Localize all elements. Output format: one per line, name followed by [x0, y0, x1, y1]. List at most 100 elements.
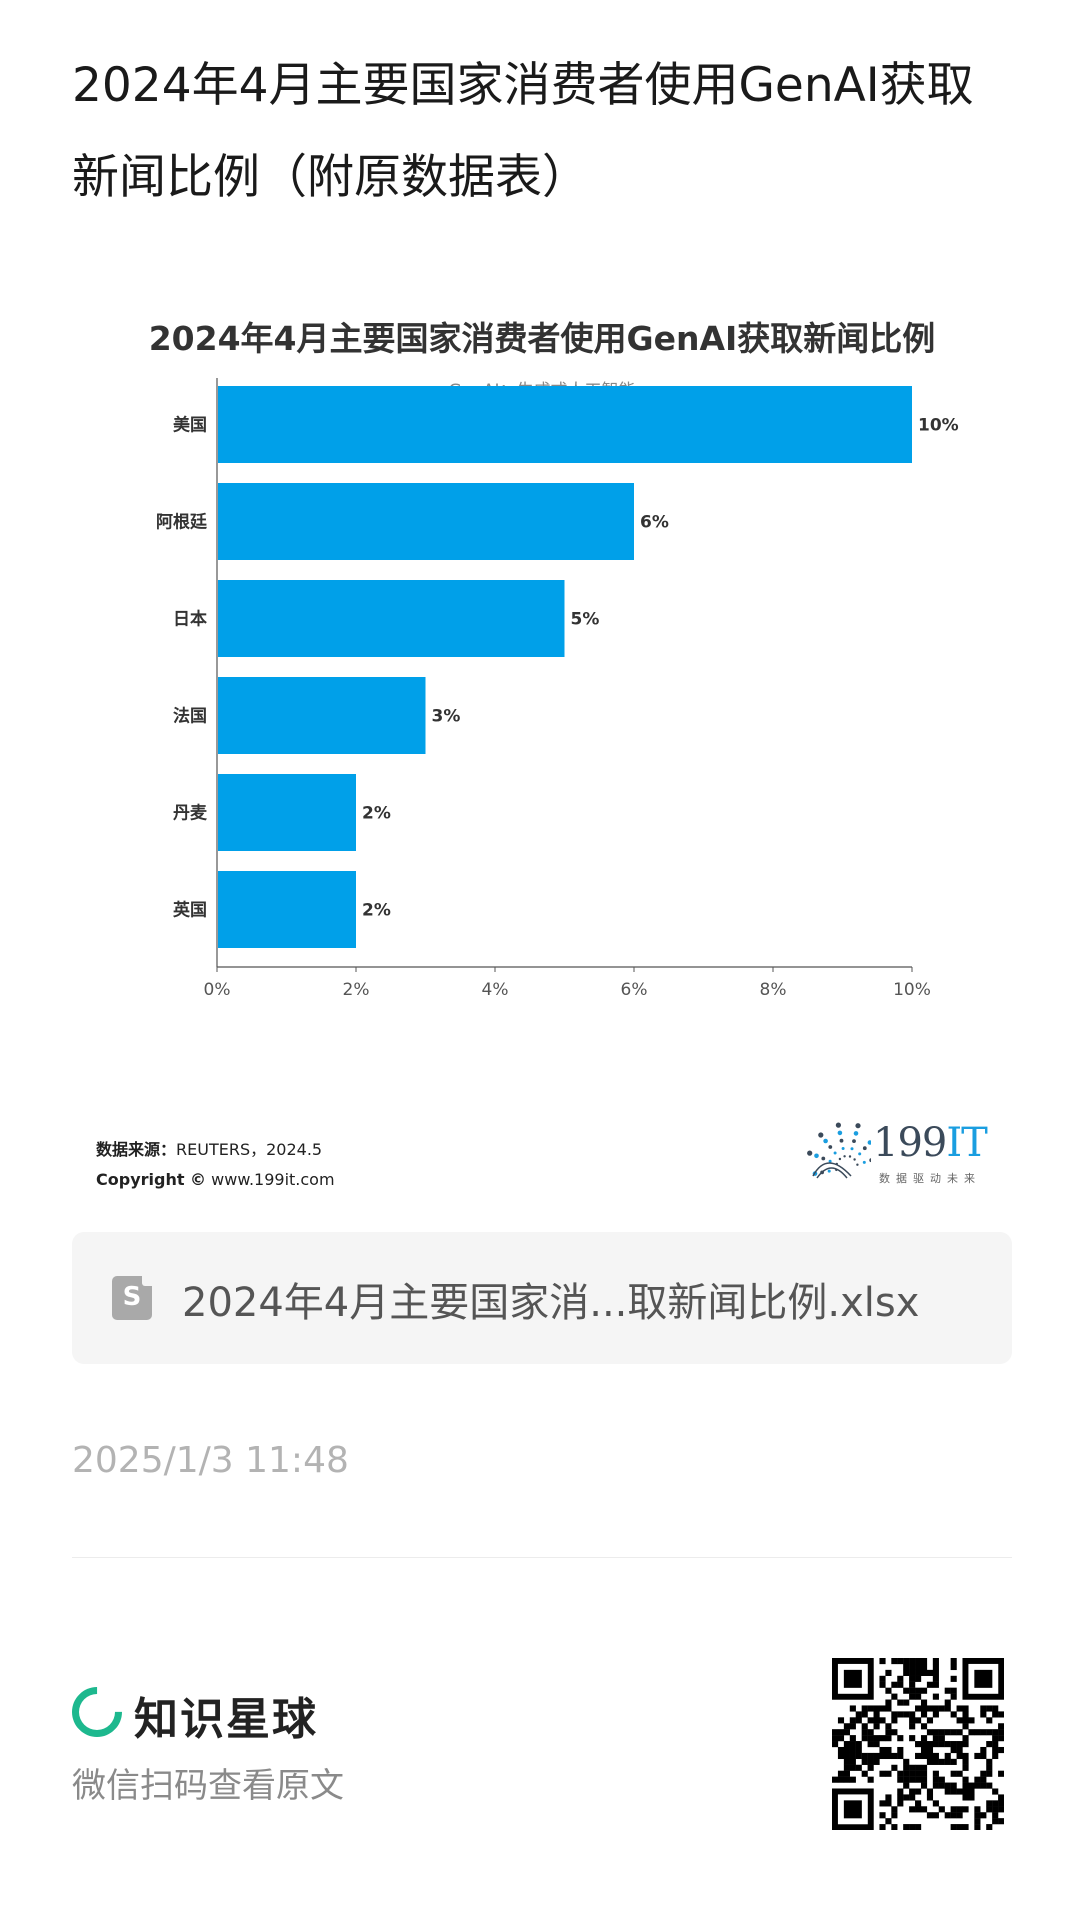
category-label: 法国 — [173, 706, 207, 727]
qr-module — [944, 1782, 951, 1789]
qr-module — [897, 1776, 904, 1783]
qr-module — [867, 1717, 874, 1724]
data-label: 3% — [432, 707, 461, 727]
qr-module — [885, 1669, 892, 1676]
qr-module — [915, 1693, 922, 1700]
qr-module — [843, 1770, 850, 1777]
qr-module — [909, 1776, 916, 1783]
qr-module — [909, 1717, 916, 1724]
qr-module — [980, 1711, 987, 1718]
qr-module — [897, 1794, 904, 1801]
qr-module — [998, 1818, 1004, 1825]
spreadsheet-file-icon: S — [112, 1276, 152, 1320]
qr-module — [903, 1794, 910, 1801]
qr-module — [926, 1681, 934, 1688]
qr-module — [980, 1746, 987, 1754]
qr-module — [873, 1723, 880, 1730]
qr-module — [998, 1746, 1004, 1754]
qr-module — [932, 1705, 939, 1712]
qr-module — [956, 1752, 963, 1760]
qr-module — [992, 1800, 999, 1807]
qr-module — [926, 1794, 934, 1801]
qr-module — [861, 1705, 868, 1712]
bar — [218, 871, 356, 948]
bar — [218, 677, 426, 754]
qr-module — [998, 1735, 1004, 1742]
qr-module — [938, 1776, 945, 1783]
qr-module — [897, 1770, 904, 1777]
qr-module — [938, 1741, 945, 1748]
qr-module — [926, 1752, 934, 1760]
qr-module — [909, 1806, 916, 1813]
qr-module — [903, 1699, 910, 1706]
qr-module — [962, 1788, 969, 1795]
dot-flower-icon — [807, 1122, 871, 1179]
qr-module — [915, 1717, 922, 1724]
qr-module — [962, 1794, 969, 1801]
qr-module — [932, 1681, 939, 1688]
qr-module — [962, 1776, 969, 1783]
qr-module — [950, 1806, 957, 1813]
qr-module — [837, 1717, 845, 1724]
qr-module — [920, 1723, 928, 1730]
qr-module — [956, 1788, 963, 1795]
qr-module — [849, 1758, 856, 1765]
qr-module — [897, 1658, 904, 1665]
x-tick-label: 4% — [482, 980, 509, 1000]
category-label: 日本 — [173, 609, 207, 630]
qr-module — [920, 1776, 928, 1783]
qr-module — [885, 1746, 892, 1754]
qr-module — [932, 1782, 939, 1789]
scan-tip: 微信扫码查看原文 — [72, 1766, 344, 1806]
qr-module — [903, 1663, 910, 1671]
logo-dot — [814, 1153, 819, 1159]
divider — [72, 1557, 1012, 1558]
logo-dot — [856, 1163, 859, 1166]
logo-dot — [853, 1131, 859, 1136]
logo-dot — [843, 1155, 846, 1158]
qr-module — [861, 1729, 868, 1736]
qr-module — [980, 1705, 987, 1712]
qr-module — [867, 1741, 874, 1748]
qr-module — [944, 1687, 951, 1694]
qr-module — [986, 1764, 993, 1771]
qr-module — [843, 1764, 850, 1771]
qr-module — [938, 1705, 945, 1712]
qr-module — [944, 1741, 951, 1748]
qr-module — [968, 1788, 975, 1795]
attachment-card[interactable]: S 2024年4月主要国家消...取新闻比例.xlsx — [72, 1232, 1012, 1364]
qr-module — [915, 1788, 922, 1795]
logo-dot — [807, 1150, 813, 1156]
category-label: 阿根廷 — [156, 512, 208, 533]
logo-dot — [833, 1151, 837, 1155]
post-title: 2024年4月主要国家消费者使用GenAI获取新闻比例（附原数据表） — [72, 58, 974, 205]
qr-module — [832, 1776, 839, 1783]
qr-finder-core — [843, 1800, 862, 1819]
qr-module — [903, 1764, 910, 1771]
qr-code-icon[interactable] — [832, 1658, 1004, 1830]
qr-module — [980, 1729, 987, 1736]
qr-module — [909, 1770, 916, 1777]
attachment-name[interactable]: 2024年4月主要国家消...取新闻比例.xlsx — [182, 1280, 920, 1326]
logo-dot — [828, 1159, 832, 1163]
category-label: 丹麦 — [173, 803, 208, 824]
qr-module — [909, 1663, 916, 1671]
qr-module — [873, 1717, 880, 1724]
logo-dot — [839, 1138, 844, 1143]
qr-module — [980, 1812, 987, 1819]
logo-dot — [852, 1139, 856, 1143]
qr-module — [962, 1717, 969, 1724]
logo-dot — [841, 1147, 845, 1150]
qr-module — [879, 1658, 886, 1665]
qr-module — [950, 1658, 957, 1665]
qr-module — [962, 1782, 969, 1789]
qr-module — [992, 1741, 999, 1748]
qr-module — [915, 1741, 922, 1748]
qr-module — [956, 1806, 963, 1813]
qr-module — [837, 1776, 845, 1783]
logo-dot — [853, 1158, 856, 1161]
qr-module — [932, 1752, 939, 1760]
brand-slogan: 数据驱动未来 — [879, 1172, 981, 1185]
qr-module — [926, 1669, 934, 1676]
qr-module — [986, 1824, 993, 1830]
